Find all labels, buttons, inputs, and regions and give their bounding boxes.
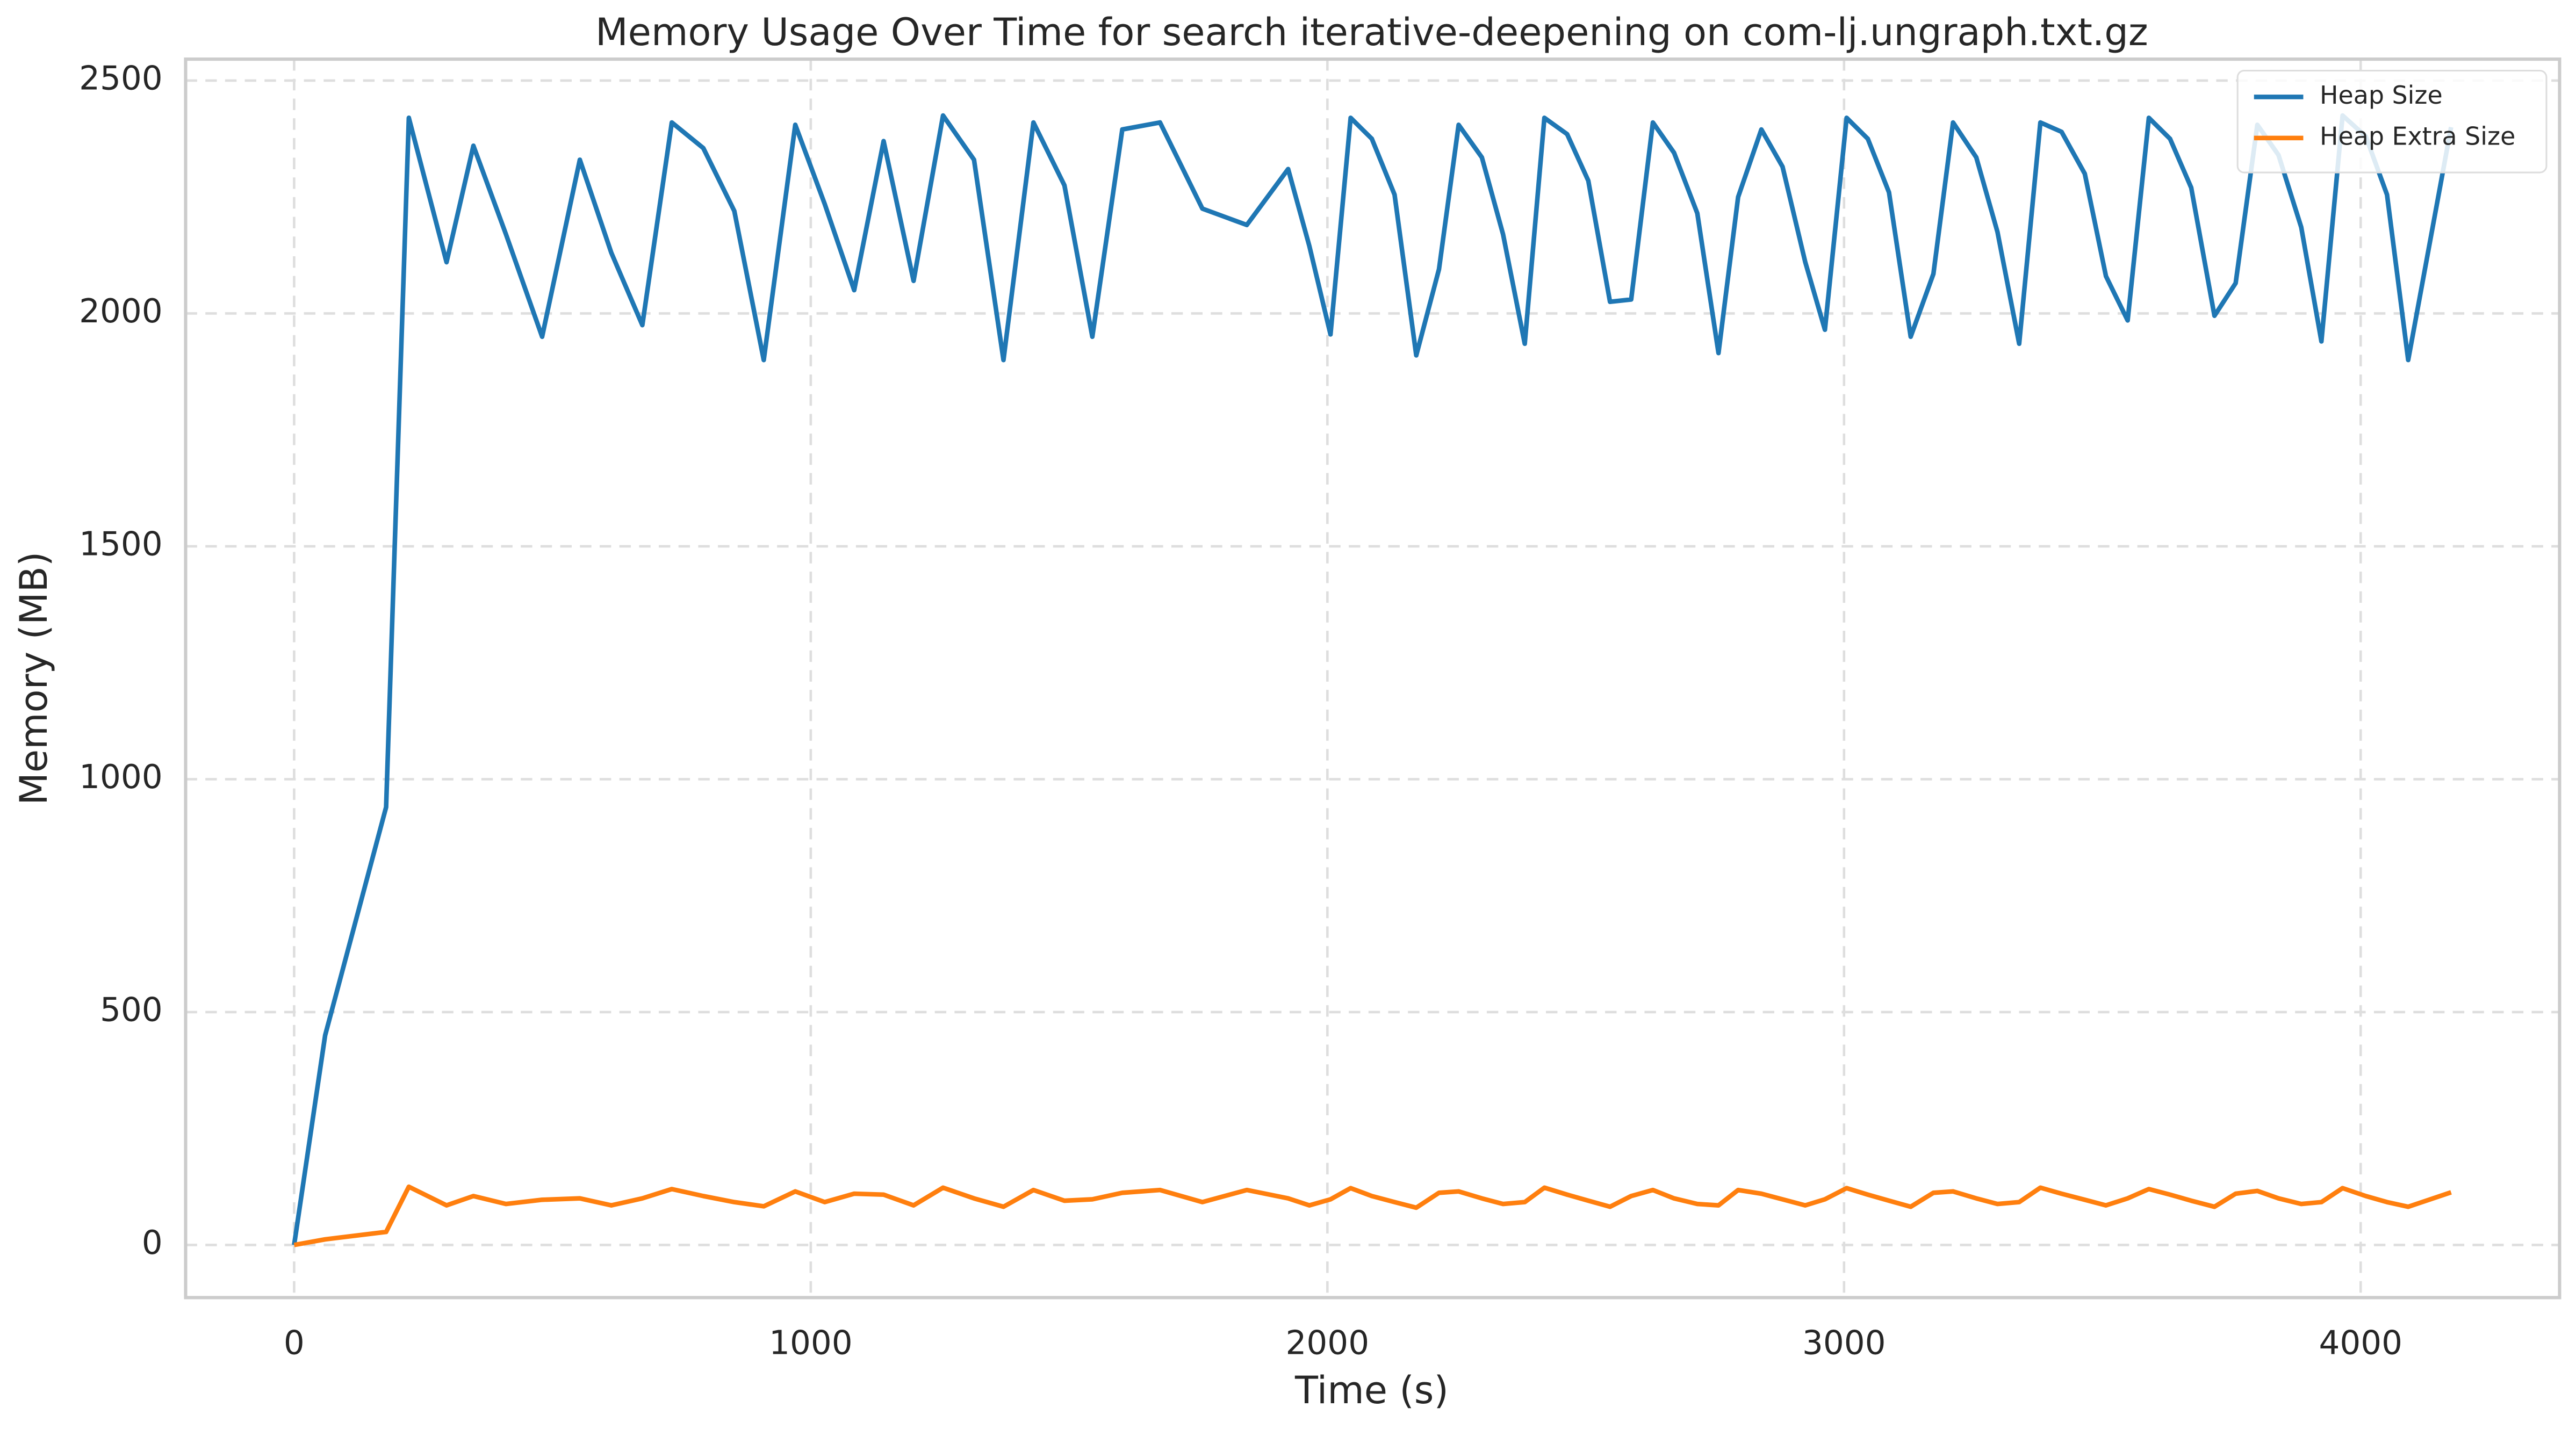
chart-title: Memory Usage Over Time for search iterat…: [595, 10, 2148, 54]
line-series: [292, 113, 2453, 1246]
legend: Heap Size Heap Extra Size: [2236, 69, 2548, 174]
plot-frame: [184, 57, 2561, 1300]
y-tick-label: 0: [142, 1224, 163, 1262]
x-axis-label: Time (s): [1294, 1368, 1449, 1412]
x-tick-label: 3000: [1802, 1324, 1886, 1362]
x-tick-label: 1000: [769, 1324, 853, 1362]
y-axis-label: Memory (MB): [12, 552, 56, 805]
y-tick-label: 2000: [79, 292, 163, 330]
legend-box: [2236, 69, 2548, 174]
y-tick-label: 1500: [79, 525, 163, 564]
legend-label: Heap Extra Size: [2320, 121, 2515, 150]
y-tick-label: 1000: [79, 758, 163, 796]
y-tick-label: 2500: [79, 60, 163, 98]
x-tick-label: 0: [284, 1324, 305, 1362]
x-tick-label: 4000: [2319, 1324, 2402, 1362]
x-tick-label: 2000: [1286, 1324, 1370, 1362]
legend-label: Heap Size: [2320, 81, 2443, 110]
y-tick-label: 500: [100, 991, 163, 1029]
line-series: [293, 1184, 2452, 1247]
